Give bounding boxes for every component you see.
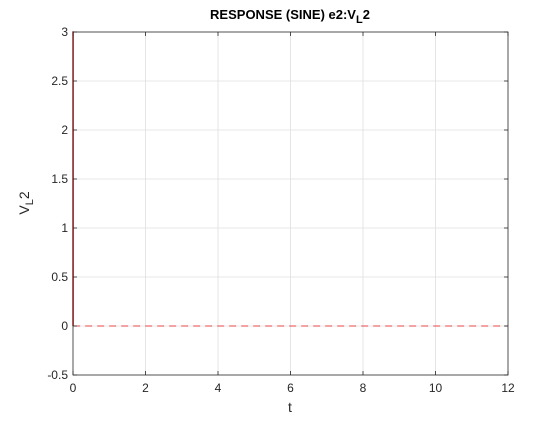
y-tick-label: 1 [61, 221, 68, 235]
chart-title: RESPONSE (SINE) e2:VL2 [210, 7, 370, 26]
y-tick-label: 0 [61, 319, 68, 333]
x-tick-label: 12 [501, 381, 515, 395]
y-tick-label: 3 [61, 25, 68, 39]
y-tick-label: 2.5 [51, 74, 68, 88]
x-tick-label: 10 [429, 381, 443, 395]
y-tick-label: 0.5 [51, 270, 68, 284]
x-tick-label: 0 [70, 381, 77, 395]
title-suffix: 2 [363, 7, 370, 22]
y-axis-label: VL2 [16, 191, 36, 214]
y-label-suffix: 2 [16, 191, 32, 199]
x-tick-label: 6 [287, 381, 294, 395]
x-axis-label: t [288, 399, 292, 415]
x-tick-label: 4 [215, 381, 222, 395]
y-tick-label: 1.5 [51, 172, 68, 186]
y-tick-label: 2 [61, 123, 68, 137]
x-tick-label: 2 [142, 381, 149, 395]
x-tick-label: 8 [360, 381, 367, 395]
y-tick-label: -0.5 [47, 368, 68, 382]
